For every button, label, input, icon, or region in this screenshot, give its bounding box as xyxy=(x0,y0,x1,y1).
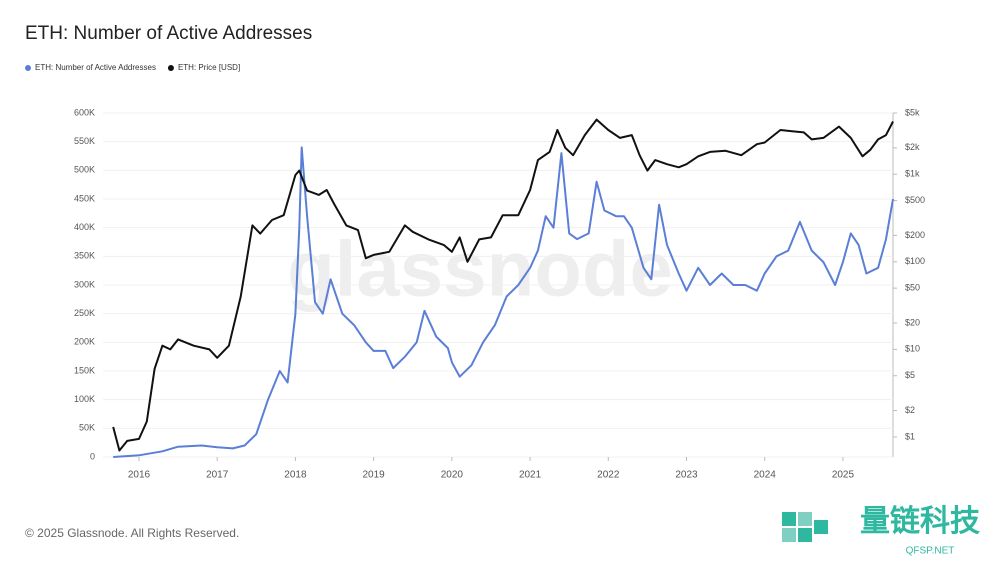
series-line xyxy=(112,118,894,452)
legend: ETH: Number of Active Addresses ETH: Pric… xyxy=(25,63,240,72)
x-tick-label: 2020 xyxy=(441,470,464,481)
y-tick-label: 500K xyxy=(74,165,95,175)
y-tick-label: 100K xyxy=(74,394,95,404)
brand-name: 量链科技 xyxy=(860,504,980,538)
y2-tick-label: $10 xyxy=(905,344,920,354)
y2-tick-label: $500 xyxy=(905,195,925,205)
x-tick-label: 2018 xyxy=(284,470,307,481)
y-tick-label: 350K xyxy=(74,251,95,261)
y2-tick-label: $200 xyxy=(905,230,925,240)
y-tick-label: 250K xyxy=(74,308,95,318)
x-tick-label: 2025 xyxy=(832,470,855,481)
y2-tick-label: $50 xyxy=(905,283,920,293)
x-tick-label: 2021 xyxy=(519,470,542,481)
y2-tick-label: $2 xyxy=(905,405,915,415)
y2-tick-label: $20 xyxy=(905,317,920,327)
x-tick-label: 2022 xyxy=(597,470,620,481)
y2-tick-label: $5 xyxy=(905,370,915,380)
y-tick-label: 0 xyxy=(90,451,95,461)
footer: © 2025 Glassnode. All Rights Reserved. xyxy=(25,526,239,540)
y-tick-label: 200K xyxy=(74,337,95,347)
y-tick-label: 50K xyxy=(79,423,95,433)
y-tick-label: 550K xyxy=(74,136,95,146)
y-tick-label: 400K xyxy=(74,222,95,232)
y2-tick-label: $1 xyxy=(905,431,915,441)
watermark: glassnode xyxy=(287,225,673,313)
x-tick-label: 2024 xyxy=(754,470,777,481)
x-tick-label: 2017 xyxy=(206,470,229,481)
y-tick-label: 600K xyxy=(74,107,95,117)
x-tick-label: 2023 xyxy=(675,470,698,481)
legend-marker xyxy=(167,65,174,71)
x-tick-label: 2019 xyxy=(363,470,386,481)
y2-tick-label: $5k xyxy=(905,107,920,117)
brand-logo xyxy=(782,512,828,542)
series-line xyxy=(113,146,894,458)
y2-tick-label: $100 xyxy=(905,256,925,266)
x-tick-label: 2016 xyxy=(128,470,151,481)
brand-site: QFSP.NET xyxy=(906,546,955,557)
legend-marker xyxy=(25,65,31,71)
y-tick-label: 300K xyxy=(74,279,95,289)
y2-tick-label: $2k xyxy=(905,142,920,152)
legend-label: ETH: Number of Active Addresses xyxy=(35,63,156,72)
chart-title: ETH: Number of Active Addresses xyxy=(25,23,312,44)
legend-label: ETH: Price [USD] xyxy=(178,63,240,72)
y-tick-label: 450K xyxy=(74,193,95,203)
y2-tick-label: $1k xyxy=(905,169,920,179)
y-tick-label: 150K xyxy=(74,365,95,375)
